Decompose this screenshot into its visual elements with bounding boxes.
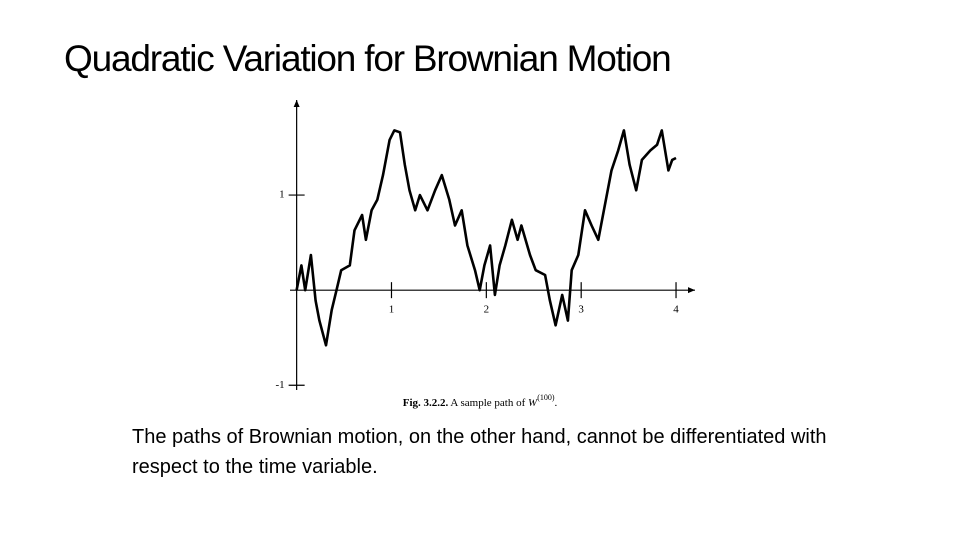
caption-label: Fig. 3.2.2. <box>403 397 449 409</box>
x-tick-label: 3 <box>578 304 584 316</box>
x-tick-label: 4 <box>673 304 679 316</box>
caption-symbol: W <box>528 397 538 409</box>
y-tick-label: 1 <box>279 189 285 201</box>
caption-superscript: (100) <box>537 393 555 402</box>
x-tick-label: 2 <box>484 304 490 316</box>
caption-end: . <box>555 397 558 409</box>
x-tick-label: 1 <box>389 304 395 316</box>
y-axis-arrow <box>293 100 300 107</box>
sample-path <box>295 129 677 347</box>
x-axis-arrow <box>688 287 695 294</box>
y-tick-label: -1 <box>275 379 284 391</box>
caption-text: A sample path of <box>450 397 525 409</box>
body-text: The paths of Brownian motion, on the oth… <box>132 426 827 478</box>
caption: Fig. 3.2.2. A sample path of W(100). <box>403 393 558 409</box>
slide-title: Quadratic Variation for Brownian Motion <box>64 38 672 79</box>
